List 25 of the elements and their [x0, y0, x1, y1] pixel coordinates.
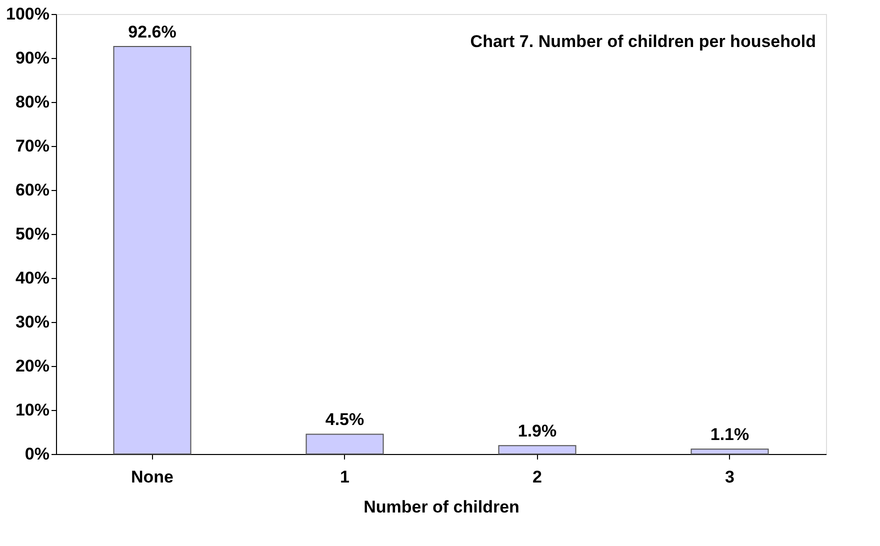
y-tick-label: 100% — [6, 4, 50, 24]
y-tick-label: 60% — [15, 180, 50, 200]
y-tick-label: 20% — [15, 356, 50, 376]
data-label: 92.6% — [128, 22, 176, 42]
bar — [690, 448, 769, 454]
data-label: 1.1% — [710, 425, 750, 444]
y-tick-label: 30% — [15, 312, 50, 332]
y-tick-label: 90% — [15, 48, 50, 68]
x-tick-label: 2 — [532, 468, 542, 486]
y-tick-label: 0% — [24, 444, 50, 464]
bar — [113, 46, 192, 454]
y-tick-label: 80% — [15, 92, 50, 112]
bar — [306, 434, 384, 454]
y-tick-label: 50% — [15, 224, 50, 244]
data-label: 1.9% — [518, 422, 557, 441]
x-tick-label: None — [131, 468, 174, 486]
y-tick-label: 10% — [15, 400, 50, 420]
x-axis-title: Number of children — [364, 498, 520, 516]
y-tick-label: 40% — [15, 268, 50, 288]
data-label: 4.5% — [325, 410, 364, 430]
x-tick-label: 1 — [340, 468, 350, 486]
text: Chart 7. Number of children per household — [470, 32, 816, 51]
bar — [498, 445, 576, 454]
y-tick-label: 70% — [15, 136, 50, 156]
x-tick-label: 3 — [725, 468, 734, 486]
